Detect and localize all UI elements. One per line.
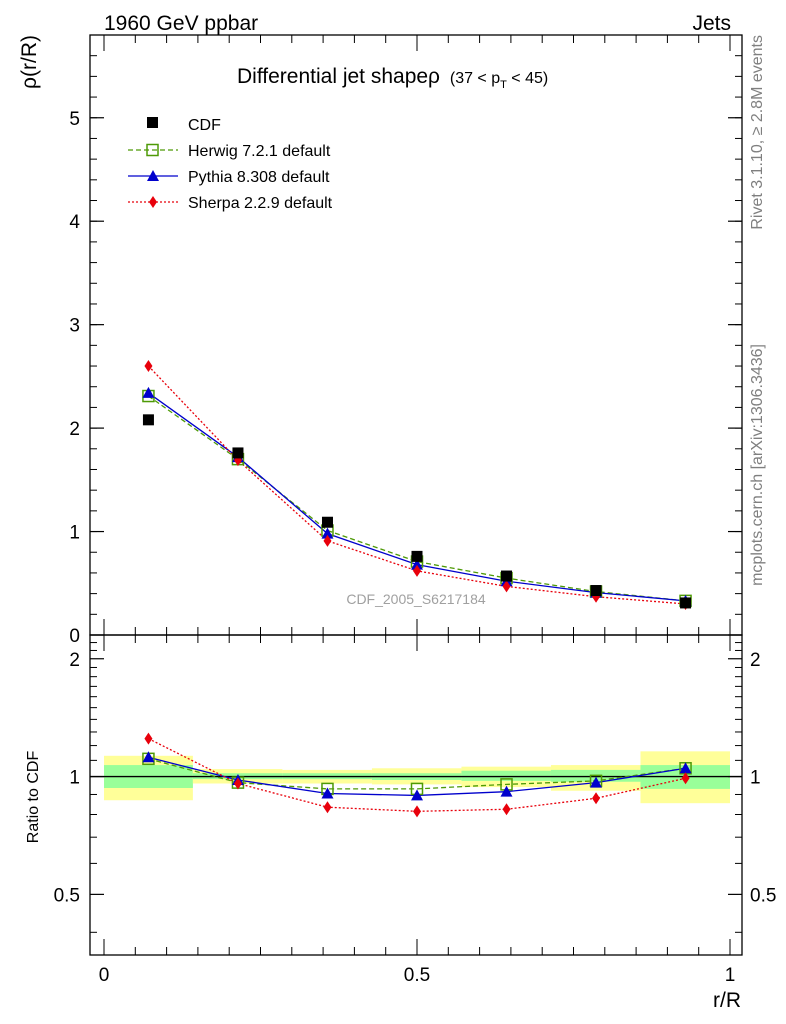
ratio-axis-label: Ratio to CDF [25, 751, 42, 844]
series-layer [142, 360, 692, 610]
ratio-2-point [500, 785, 513, 797]
ratio-2-point [142, 751, 155, 763]
cdf-data-point [590, 585, 602, 597]
ratio-3-point [502, 803, 511, 816]
legend: CDF Herwig 7.2.1 default Pythia 8.308 de… [128, 117, 333, 212]
cdf-data-point [411, 550, 423, 562]
chart-title-main: Differential jet shapeρ [237, 65, 440, 88]
ratio-3-point [592, 792, 601, 805]
legend-pythia-marker [147, 170, 159, 181]
ratio-3-point [233, 777, 242, 790]
ratio-tick-label-left: 2 [69, 650, 80, 671]
series-3-point [413, 564, 421, 577]
x-axis-label: r/R [713, 989, 741, 1012]
y-tick-label: 1 [69, 523, 80, 544]
analysis-id-label: CDF_2005_S6217184 [346, 591, 486, 607]
ratio-series-layer [142, 732, 692, 818]
ratio-tick-label-left: 0.5 [54, 885, 80, 906]
chart-title-cut: (37 < p [450, 70, 500, 87]
ratio-3-point [413, 805, 421, 818]
legend-pythia-label: Pythia 8.308 default [188, 169, 330, 186]
x-tick-label: 1 [725, 965, 736, 986]
ratio-tick-label-right: 1 [750, 768, 761, 789]
ratio-2-point [321, 787, 334, 799]
cdf-data-point [232, 447, 244, 459]
ratio-2-point [411, 789, 423, 801]
header-energy-label: 1960 GeV ppbar [104, 12, 258, 35]
y-tick-label: 0 [69, 626, 80, 647]
ratio-3-point [144, 732, 153, 745]
chart-title-cut-end: < 45) [507, 70, 548, 87]
x-tick-label: 0.5 [404, 965, 430, 986]
series-3-point [144, 360, 153, 373]
chart-title-cut-sub: T [500, 79, 507, 91]
ratio-axis-ticks: 0.5 0.5 1 1 2 2 [54, 642, 776, 933]
y-tick-label: 2 [69, 419, 80, 440]
cdf-data-point [142, 414, 154, 426]
legend-herwig-label: Herwig 7.2.1 default [188, 143, 331, 160]
header-category-label: Jets [692, 12, 731, 35]
legend-cdf-label: CDF [188, 117, 221, 134]
series-2-point [321, 527, 334, 539]
cdf-data-point [501, 570, 513, 582]
ratio-band-inner-bin [461, 770, 551, 781]
legend-herwig-marker [146, 143, 159, 157]
ratio-3-point [323, 801, 332, 814]
ratio-tick-label-right: 2 [750, 650, 761, 671]
ratio-2-point [590, 776, 603, 788]
y-axis-label: ρ(r/R) [18, 35, 41, 89]
ratio-tick-label-right: 0.5 [750, 885, 776, 906]
ratio-tick-label-left: 1 [69, 768, 80, 789]
y-tick-label: 4 [69, 212, 80, 233]
legend-sherpa-label: Sherpa 2.2.9 default [188, 195, 333, 212]
legend-sherpa-marker [149, 196, 157, 208]
y-tick-label: 5 [69, 109, 80, 130]
series-2-point [142, 386, 155, 398]
series-3-point [323, 534, 332, 547]
ratio-plot-frame [89, 634, 743, 956]
main-axis-ticks: 0 1 2 3 4 5 0 0.5 1 [69, 35, 742, 986]
chart-title: Differential jet shapeρ (37 < pT < 45) [237, 65, 548, 91]
y-tick-label: 3 [69, 316, 80, 337]
series-2-point [411, 558, 423, 570]
legend-cdf-marker [147, 117, 158, 128]
x-tick-label: 0 [99, 965, 110, 986]
mcplots-label: mcplots.cern.ch [arXiv:1306.3436] [749, 344, 766, 586]
cdf-data-point [680, 597, 692, 609]
rivet-version-label: Rivet 3.1.10, ≥ 2.8M events [749, 35, 766, 230]
ratio-2-point [679, 762, 692, 774]
series-3-point [502, 580, 511, 593]
cdf-data-point [321, 516, 333, 528]
ratio-3-point [681, 772, 690, 785]
